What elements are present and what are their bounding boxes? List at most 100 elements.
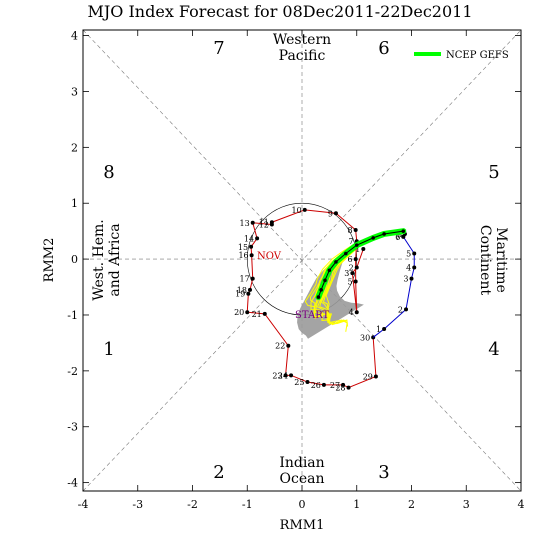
nov-day-label: 11 (259, 218, 269, 227)
region-west-hem-2: and Africa (107, 223, 123, 296)
nov-day-label: 26 (311, 381, 321, 390)
nov-day-label: 17 (240, 275, 250, 284)
y-tick-label: -1 (67, 309, 78, 322)
nov-day-point (373, 374, 378, 379)
phase-label-1: 1 (103, 339, 114, 360)
y-tick-label: -2 (67, 365, 78, 378)
dec-day-label: 5 (406, 250, 411, 259)
forecast-point (371, 236, 375, 240)
dec-day-point (412, 265, 417, 270)
nov-day-point (302, 207, 307, 212)
region-western-pacific-2: Pacific (279, 48, 326, 64)
nov-day-label: 7 (349, 237, 354, 246)
nov-day-point (250, 276, 255, 281)
nov-day-label: 16 (238, 251, 248, 260)
phase-label-4: 4 (488, 339, 499, 360)
forecast-point (382, 232, 386, 236)
dec-day-label: 6 (395, 233, 400, 242)
nov-day-label: 20 (234, 308, 244, 317)
dec-day-point (409, 276, 414, 281)
nov-day-label: 14 (244, 234, 254, 243)
nov-day-label: 19 (235, 290, 245, 299)
y-tick-label: 0 (71, 253, 78, 266)
nov-day-label: 6 (348, 255, 353, 264)
x-tick-label: -1 (242, 498, 253, 511)
nov-day-label: 2 (349, 263, 354, 272)
chart-title: MJO Index Forecast for 08Dec2011-22Dec20… (87, 2, 472, 21)
nov-day-point (353, 257, 358, 262)
forecast-point (316, 295, 321, 299)
region-indian-ocean-2: Ocean (280, 471, 325, 487)
nov-day-point (250, 220, 255, 225)
nov-day-point (321, 382, 326, 387)
y-tick-label: -4 (67, 477, 78, 490)
nov-day-label: 21 (252, 310, 262, 319)
nov-day-point (245, 310, 250, 315)
nov-day-point (246, 291, 251, 296)
phase-label-5: 5 (488, 162, 499, 183)
y-tick-label: 3 (71, 85, 78, 98)
y-axis-label: RMM2 (42, 238, 57, 283)
start-label: START (295, 310, 330, 321)
nov-day-label: 23 (272, 371, 282, 380)
forecast-series (315, 228, 407, 301)
nov-day-label: 5 (348, 277, 353, 286)
x-tick-label: 1 (353, 498, 360, 511)
nov-day-point (361, 247, 366, 252)
y-tick-label: 1 (71, 197, 78, 210)
nov-day-point (249, 244, 254, 249)
nov-day-label: 9 (328, 209, 333, 218)
x-tick-label: 0 (299, 498, 306, 511)
nov-day-point (341, 382, 346, 387)
x-tick-label: 3 (463, 498, 470, 511)
nov-day-label: 22 (275, 342, 285, 351)
diagonal-guide-2 (82, 29, 522, 492)
nov-day-point (286, 343, 291, 348)
region-western-pacific-1: Western (273, 32, 331, 48)
nov-day-point (247, 287, 252, 292)
nov-day-point (269, 222, 274, 227)
region-indian-ocean-1: Indian (279, 455, 324, 471)
nov-day-point (249, 253, 254, 258)
nov-day-label: 18 (237, 286, 247, 295)
dec-day-label: 1 (376, 325, 381, 334)
forecast-point (323, 278, 327, 283)
y-tick-label: -3 (67, 421, 78, 434)
nov-day-point (305, 380, 310, 385)
month-label-nov: NOV (257, 251, 282, 262)
nov-day-point (346, 385, 351, 390)
forecast-point (344, 251, 348, 256)
nov-day-point (283, 373, 288, 378)
nov-day-label: 24 (278, 371, 288, 380)
nov-day-label: 29 (363, 372, 373, 381)
nov-day-label: 4 (349, 308, 354, 317)
month-transition-line (372, 328, 385, 338)
region-maritime-1: Maritime (493, 227, 509, 293)
phase-label-3: 3 (378, 462, 389, 483)
dec-day-label: 2 (398, 305, 403, 314)
region-west-hem-1: West. Hem. (91, 219, 107, 300)
dec-day-point (412, 251, 417, 256)
forecast-point (401, 229, 406, 233)
nov-track-line (246, 209, 377, 389)
nov-day-point (262, 311, 267, 316)
phase-guides (82, 29, 522, 492)
dec-day-label: 3 (403, 275, 408, 284)
x-tick-label: 4 (518, 498, 525, 511)
phase-label-6: 6 (378, 38, 389, 59)
forecast-point (354, 243, 359, 247)
nov-day-point (350, 271, 355, 276)
nov-day-point (353, 228, 358, 233)
forecast-point (334, 260, 338, 264)
phase-label-2: 2 (213, 462, 224, 483)
nov-day-point (289, 373, 294, 378)
nov-day-point (255, 236, 260, 241)
nov-day-label: 10 (292, 206, 302, 215)
nov-day-point (333, 211, 338, 216)
nov-day-label: 8 (348, 226, 353, 235)
forecast-point (327, 268, 332, 273)
